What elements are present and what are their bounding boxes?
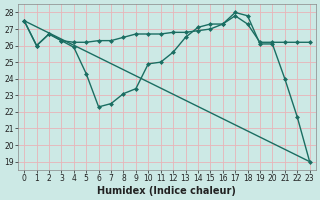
- X-axis label: Humidex (Indice chaleur): Humidex (Indice chaleur): [98, 186, 236, 196]
